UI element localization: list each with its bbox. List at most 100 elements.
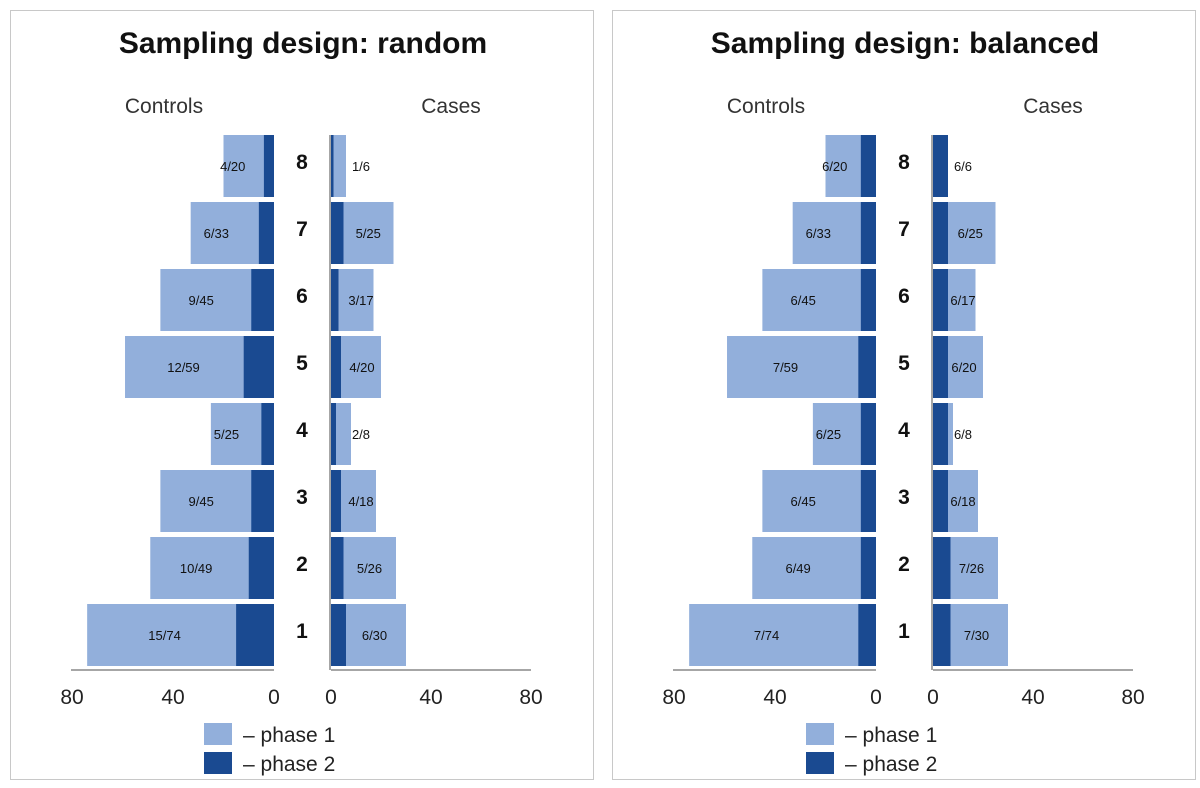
controls-phase2-bar (860, 470, 876, 532)
legend-label-phase2: – phase 2 (845, 753, 937, 776)
controls-phase1-bar (762, 470, 876, 532)
controls-tick-label: 80 (60, 686, 83, 709)
controls-phase1-bar (762, 269, 876, 331)
stratum-label: 1 (898, 620, 910, 643)
cases-phase2-bar (933, 470, 948, 532)
controls-phase2-bar (860, 537, 876, 599)
controls-bar-label: 6/25 (816, 427, 841, 442)
cases-phase2-bar (933, 403, 948, 465)
controls-phase2-bar (860, 135, 876, 197)
stratum-label: 8 (296, 151, 308, 174)
controls-tick-label: 80 (662, 686, 685, 709)
cases-tick-label: 0 (325, 686, 337, 709)
chart-balanced: Sampling design: balanced Controls Cases 6/… (662, 27, 1144, 776)
controls-phase2-bar (263, 135, 274, 197)
controls-tick-label: 0 (268, 686, 280, 709)
cases-tick-label: 0 (927, 686, 939, 709)
cases-phase2-bar (933, 202, 948, 264)
legend-swatch-phase1 (806, 723, 834, 745)
cases-phase2-bar (331, 135, 334, 197)
stratum-label: 3 (296, 486, 308, 509)
cases-phase2-bar (331, 202, 344, 264)
controls-bar-label: 9/45 (189, 494, 214, 509)
cases-phase2-bar (331, 537, 344, 599)
controls-bar-label: 7/59 (773, 360, 798, 375)
legend-swatch-phase1 (204, 723, 232, 745)
cases-phase2-bar (933, 604, 951, 666)
controls-header: Controls (125, 95, 203, 118)
chart-title: Sampling design: balanced (711, 27, 1099, 60)
cases-bar-label: 7/26 (959, 561, 984, 576)
cases-phase2-bar (933, 336, 948, 398)
cases-phase1-bar (331, 135, 346, 197)
stratum-label: 4 (898, 419, 910, 442)
controls-phase2-bar (858, 336, 876, 398)
cases-bar-label: 6/17 (950, 293, 975, 308)
cases-bar-label: 7/30 (964, 628, 989, 643)
controls-phase2-bar (258, 202, 274, 264)
legend-label-phase1: – phase 1 (243, 724, 335, 747)
controls-phase1-bar (689, 604, 876, 666)
cases-bar-label: 4/18 (348, 494, 373, 509)
cases-bar-label: 1/6 (352, 159, 370, 174)
cases-tick-label: 80 (519, 686, 542, 709)
cases-bar-label: 6/18 (950, 494, 975, 509)
controls-phase2-bar (236, 604, 274, 666)
controls-phase1-bar (752, 537, 876, 599)
controls-phase2-bar (251, 470, 274, 532)
controls-phase2-bar (860, 269, 876, 331)
controls-phase2-bar (860, 202, 876, 264)
cases-phase2-bar (933, 269, 948, 331)
controls-bar-label: 15/74 (148, 628, 181, 643)
cases-bar-label: 5/26 (357, 561, 382, 576)
controls-bar-label: 6/33 (806, 226, 831, 241)
controls-bar-label: 7/74 (754, 628, 779, 643)
cases-bar-label: 6/8 (954, 427, 972, 442)
stratum-label: 5 (898, 352, 910, 375)
stratum-label: 6 (898, 285, 910, 308)
cases-header: Cases (421, 95, 481, 118)
chart-random: Sampling design: random Controls Cases 4/20… (60, 27, 542, 776)
cases-phase2-bar (933, 135, 948, 197)
controls-bar-label: 12/59 (167, 360, 200, 375)
chart-panel-balanced: Sampling design: balanced Controls Cases 6/… (612, 10, 1196, 780)
cases-phase2-bar (331, 403, 336, 465)
cases-bar-label: 3/17 (348, 293, 373, 308)
chart-title: Sampling design: random (119, 27, 487, 60)
cases-bar-label: 6/20 (951, 360, 976, 375)
cases-bar-label: 6/6 (954, 159, 972, 174)
stratum-label: 6 (296, 285, 308, 308)
stratum-label: 3 (898, 486, 910, 509)
cases-phase2-bar (331, 470, 341, 532)
legend-swatch-phase2 (204, 752, 232, 774)
controls-phase2-bar (860, 403, 876, 465)
stratum-label: 5 (296, 352, 308, 375)
stratum-label: 4 (296, 419, 308, 442)
controls-bar-label: 6/45 (791, 293, 816, 308)
cases-tick-label: 80 (1121, 686, 1144, 709)
controls-bar-label: 6/45 (791, 494, 816, 509)
controls-phase2-bar (858, 604, 876, 666)
controls-phase2-bar (248, 537, 274, 599)
legend-label-phase2: – phase 2 (243, 753, 335, 776)
stratum-label: 7 (898, 218, 910, 241)
controls-bar-label: 5/25 (214, 427, 239, 442)
stratum-label: 1 (296, 620, 308, 643)
stratum-label: 8 (898, 151, 910, 174)
cases-header: Cases (1023, 95, 1083, 118)
controls-bar-label: 6/33 (204, 226, 229, 241)
cases-phase2-bar (331, 269, 339, 331)
cases-tick-label: 40 (419, 686, 442, 709)
controls-phase1-bar (727, 336, 876, 398)
controls-header: Controls (727, 95, 805, 118)
cases-bar-label: 6/30 (362, 628, 387, 643)
cases-phase2-bar (933, 537, 951, 599)
cases-phase2-bar (331, 336, 341, 398)
controls-phase2-bar (251, 269, 274, 331)
cases-tick-label: 40 (1021, 686, 1044, 709)
cases-bar-label: 6/25 (958, 226, 983, 241)
controls-bar-label: 9/45 (189, 293, 214, 308)
cases-bar-label: 4/20 (349, 360, 374, 375)
cases-bar-label: 2/8 (352, 427, 370, 442)
stratum-label: 2 (898, 553, 910, 576)
